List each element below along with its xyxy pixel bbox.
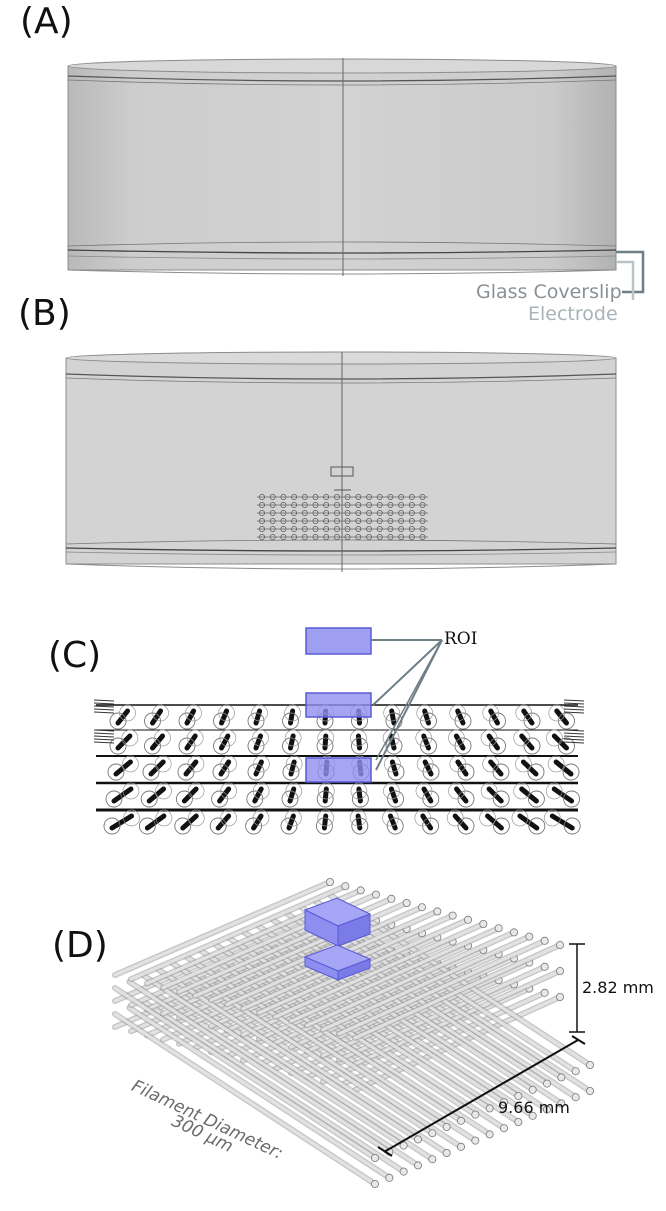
glass-coverslip-label: Glass Coverslip [476,281,622,303]
scaffold-b [257,494,428,540]
height-dim-label: 2.82 mm [582,978,654,997]
roi-mid-c [305,692,372,718]
panel-label-b: (B) [18,293,71,334]
roi-leader-3 [375,639,443,771]
roi-low-c [305,757,372,783]
panel-a-chamber [67,58,645,300]
width-dim-line [383,1039,579,1153]
roi-cube-bottom [303,944,372,981]
roi-cube-top [303,897,372,947]
roi-leader-2 [372,639,443,706]
panel-label-d: (D) [52,925,108,966]
chamber-body-a [67,65,617,271]
roi-leader-4 [375,639,443,761]
roi-box-b [330,466,354,477]
roi-top-c [305,627,372,655]
roi-label: ROI [444,629,478,649]
panel-b-chamber [65,351,617,572]
electrode-bracket [616,260,635,300]
scaffold-d [112,878,595,1189]
panel-label-c: (C) [48,635,102,676]
chamber-body-b [65,357,617,565]
width-dim-label: 9.66 mm [498,1098,570,1117]
electrode-label: Electrode [528,303,618,325]
panel-label-a: (A) [20,1,73,42]
panel-c-scaffold [93,627,585,835]
